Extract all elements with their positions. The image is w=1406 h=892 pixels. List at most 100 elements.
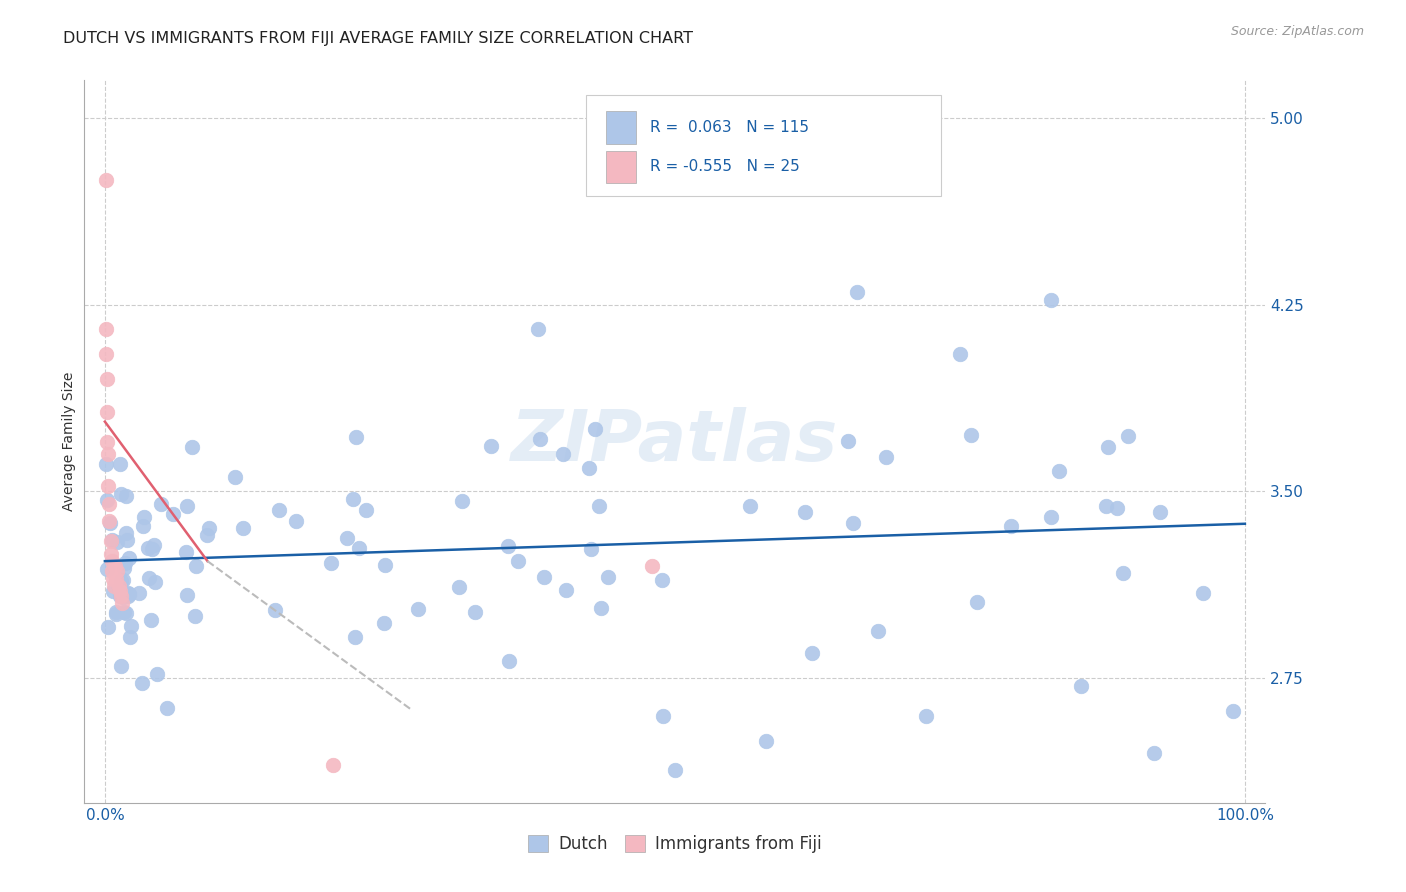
- Point: [1095, 499, 1118, 513]
- Point: [100, 554, 122, 568]
- Point: [506, 553, 529, 567]
- Point: [554, 583, 576, 598]
- Point: [156, 701, 179, 715]
- Point: [110, 659, 132, 673]
- Point: [107, 564, 129, 578]
- Point: [1000, 519, 1022, 533]
- Point: [373, 616, 395, 631]
- Point: [738, 499, 761, 513]
- Y-axis label: Average Family Size: Average Family Size: [62, 372, 76, 511]
- Point: [875, 450, 897, 465]
- Point: [1149, 505, 1171, 519]
- Point: [319, 556, 342, 570]
- Point: [866, 624, 889, 638]
- Point: [1116, 429, 1139, 443]
- Point: [112, 560, 135, 574]
- FancyBboxPatch shape: [606, 151, 636, 183]
- Point: [162, 507, 184, 521]
- Point: [224, 469, 246, 483]
- Point: [197, 528, 219, 542]
- FancyBboxPatch shape: [586, 95, 941, 196]
- Point: [112, 590, 135, 604]
- Point: [128, 586, 150, 600]
- Point: [966, 595, 988, 609]
- Point: [1070, 679, 1092, 693]
- Point: [800, 646, 823, 660]
- Point: [103, 579, 125, 593]
- FancyBboxPatch shape: [606, 111, 636, 144]
- Point: [108, 584, 131, 599]
- Point: [138, 570, 160, 584]
- Point: [136, 541, 159, 555]
- Point: [837, 434, 859, 449]
- Point: [588, 499, 610, 513]
- Point: [1040, 293, 1063, 307]
- Point: [336, 531, 359, 545]
- Point: [846, 285, 869, 299]
- Point: [551, 447, 574, 461]
- Point: [100, 533, 122, 548]
- Point: [285, 514, 308, 528]
- Point: [132, 509, 155, 524]
- Point: [264, 603, 287, 617]
- Point: [96, 372, 118, 386]
- Point: [139, 613, 162, 627]
- Point: [100, 534, 122, 549]
- Point: [98, 516, 121, 531]
- Point: [117, 586, 139, 600]
- Point: [104, 559, 127, 574]
- Point: [354, 502, 377, 516]
- Point: [110, 574, 132, 588]
- Point: [479, 439, 502, 453]
- Point: [115, 606, 138, 620]
- Point: [181, 440, 204, 454]
- Point: [533, 570, 555, 584]
- Point: [149, 497, 172, 511]
- Point: [579, 542, 602, 557]
- Point: [114, 557, 136, 571]
- Point: [111, 597, 134, 611]
- Text: R =  0.063   N = 115: R = 0.063 N = 115: [650, 120, 808, 135]
- Point: [110, 457, 132, 471]
- Point: [107, 579, 129, 593]
- Text: DUTCH VS IMMIGRANTS FROM FIJI AVERAGE FAMILY SIZE CORRELATION CHART: DUTCH VS IMMIGRANTS FROM FIJI AVERAGE FA…: [63, 31, 693, 46]
- Point: [114, 525, 136, 540]
- Point: [583, 422, 606, 436]
- Point: [641, 559, 664, 574]
- Point: [110, 487, 132, 501]
- Point: [118, 551, 141, 566]
- Point: [174, 544, 197, 558]
- Point: [344, 429, 367, 443]
- Point: [1040, 510, 1063, 524]
- Point: [1111, 566, 1133, 581]
- Point: [198, 521, 221, 535]
- Point: [97, 479, 120, 493]
- Point: [101, 584, 124, 599]
- Point: [527, 322, 550, 336]
- Point: [110, 589, 132, 603]
- Legend: Dutch, Immigrants from Fiji: Dutch, Immigrants from Fiji: [522, 828, 828, 860]
- Point: [96, 561, 118, 575]
- Point: [1105, 500, 1128, 515]
- Point: [1222, 704, 1244, 718]
- Point: [176, 499, 198, 513]
- Point: [101, 572, 124, 586]
- Point: [451, 494, 474, 508]
- Point: [145, 667, 167, 681]
- Point: [105, 535, 128, 549]
- Point: [1192, 585, 1215, 599]
- Point: [131, 519, 153, 533]
- Point: [347, 541, 370, 555]
- Point: [117, 587, 139, 601]
- Point: [115, 489, 138, 503]
- Point: [589, 601, 612, 615]
- Point: [104, 607, 127, 622]
- Point: [112, 573, 135, 587]
- Point: [342, 491, 364, 506]
- Point: [664, 764, 686, 778]
- Point: [842, 516, 865, 531]
- Point: [98, 514, 121, 528]
- Point: [267, 503, 290, 517]
- Point: [176, 588, 198, 602]
- Point: [97, 447, 120, 461]
